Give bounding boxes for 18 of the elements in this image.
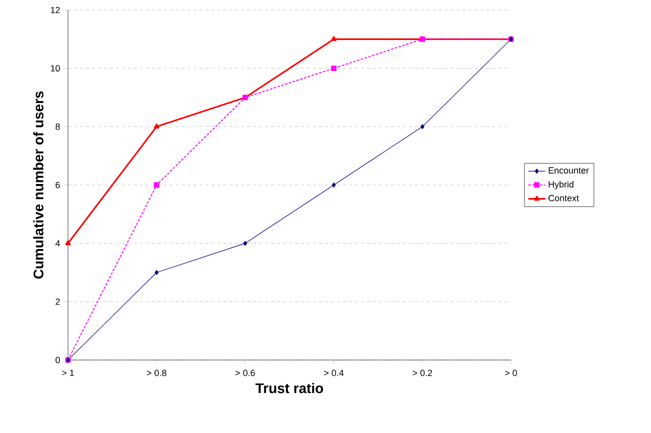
y-tick-label: 8	[56, 123, 60, 130]
x-tick-label: > 0.6	[236, 370, 255, 376]
y-tick-label: 10	[50, 65, 60, 72]
y-tick-label: 2	[56, 298, 60, 305]
legend-label: Encounter	[548, 167, 589, 174]
x-tick-label: > 0.8	[146, 370, 166, 376]
y-tick-label: 12	[50, 6, 60, 14]
y-tick-label: 6	[56, 182, 60, 188]
y-tick-label: 0	[56, 356, 60, 364]
legend-label: Hybrid	[548, 180, 574, 190]
x-tick-label: > 0.4	[324, 370, 344, 376]
y-axis-title: Cumulative number of users	[33, 91, 44, 279]
x-tick-label: > 1	[62, 370, 74, 376]
y-tick-label: 4	[55, 240, 60, 246]
legend-label: Context	[548, 194, 579, 202]
x-axis-title: Trust ratio	[256, 382, 324, 394]
x-tick-label: > 0	[505, 370, 518, 376]
x-tick-label: > 0.2	[412, 370, 432, 376]
